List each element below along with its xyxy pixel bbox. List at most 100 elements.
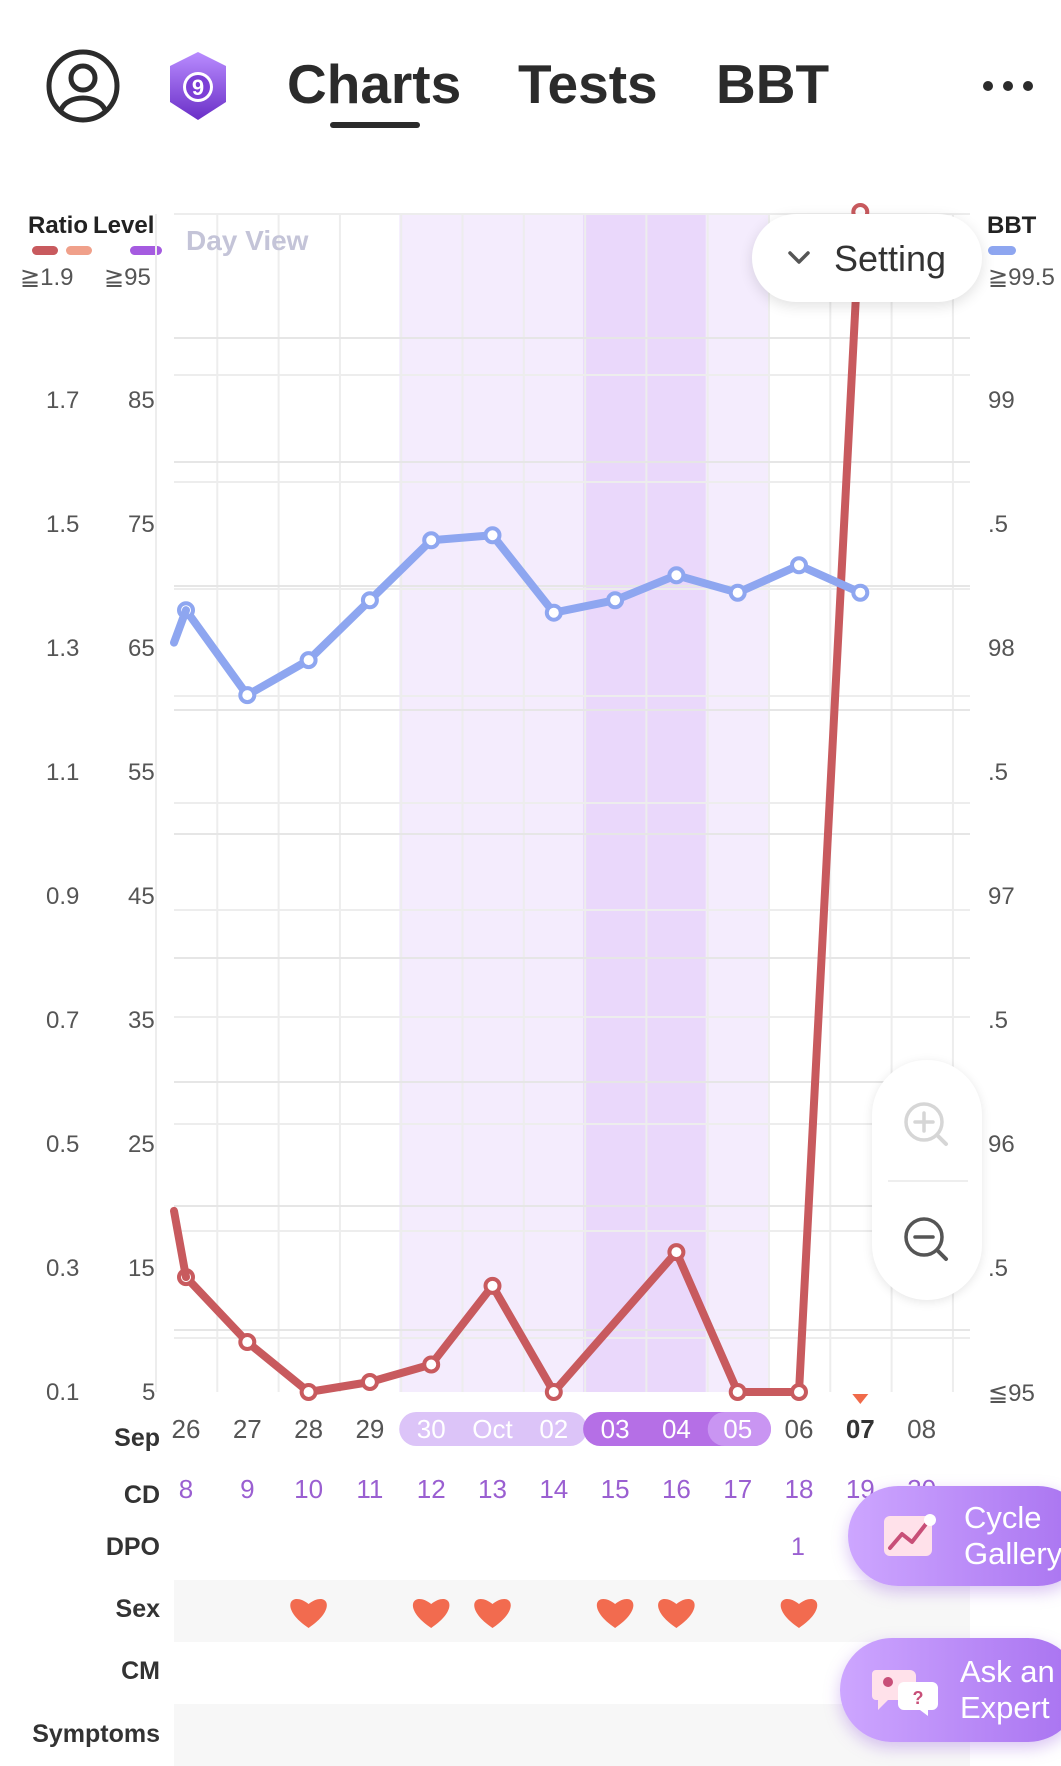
level-tick: 5 (142, 1379, 156, 1406)
bbt-point-line (182, 531, 865, 700)
zoom-out-icon[interactable] (902, 1215, 952, 1265)
level-tick: 45 (128, 883, 155, 910)
zoom-divider (888, 1180, 968, 1182)
bbt-tick: .5 (988, 1255, 1009, 1282)
date-label: 03 (601, 1414, 630, 1444)
chevron-down-icon (788, 251, 810, 264)
ratio-tick: 0.9 (46, 883, 80, 910)
cycle-day: 15 (601, 1474, 630, 1504)
level-point (728, 1383, 747, 1401)
zoom-in-icon[interactable] (902, 1100, 952, 1150)
bbt-tick: .5 (988, 511, 1009, 538)
tab-tests[interactable]: Tests (518, 53, 658, 115)
cycle-day: 17 (723, 1474, 752, 1504)
level-tick: 15 (128, 1255, 155, 1282)
view-mode-label: Day View (186, 225, 309, 256)
user-icon[interactable] (45, 48, 121, 124)
month-label: Sep (114, 1424, 160, 1452)
more-icon[interactable] (978, 64, 1038, 104)
cycle-gallery-button[interactable]: Cycle Gallery (848, 1486, 1061, 1586)
sex-row (290, 1599, 818, 1628)
level-tick: 75 (128, 511, 155, 538)
date-label: 08 (907, 1414, 936, 1444)
ratio-tick: 0.5 (46, 1131, 80, 1158)
bbt-top-threshold: ≧99.5 (988, 264, 1055, 291)
tab-bbt[interactable]: BBT (716, 53, 830, 115)
svg-text:?: ? (913, 1688, 924, 1708)
date-highlight-pills (399, 1412, 771, 1446)
cycle-day: 10 (294, 1474, 323, 1504)
bbt-tick: .5 (988, 759, 1009, 786)
bbt-tick: 98 (988, 635, 1015, 662)
date-row[interactable]: 26 27 28 29 30 Oct 02 03 04 05 06 07 08 (172, 1394, 937, 1444)
active-tab-indicator (330, 122, 420, 128)
chart-gallery-icon (884, 1514, 936, 1556)
ask-expert-label-1: Ask an (960, 1654, 1055, 1689)
heart-icon (658, 1599, 695, 1628)
date-label: 02 (539, 1414, 568, 1444)
cycle-gallery-label-1: Cycle (964, 1500, 1042, 1535)
date-label: 04 (662, 1414, 691, 1444)
bbt-legend (988, 246, 1016, 255)
bbt-point (851, 583, 870, 602)
ratio-tick: 1.1 (46, 759, 80, 786)
setting-button[interactable]: Setting (752, 214, 982, 302)
heart-icon (474, 1599, 511, 1628)
date-label: 27 (233, 1414, 262, 1444)
ask-expert-button[interactable]: ? Ask an Expert (840, 1638, 1061, 1742)
level-point (544, 1383, 563, 1401)
bbt-tick: 97 (988, 883, 1015, 910)
cycle-day: 8 (179, 1474, 193, 1504)
cycle-day: 18 (785, 1474, 814, 1504)
ratio-top-threshold: ≧1.9 (20, 264, 74, 291)
level-line-lead (170, 1206, 190, 1282)
bbt-point (790, 556, 808, 575)
bbt-tick: .5 (988, 1007, 1009, 1034)
bbt-series (170, 526, 870, 705)
ratio-tick: 0.1 (46, 1379, 80, 1406)
heart-icon (412, 1599, 450, 1628)
bbt-axis-title: BBT (987, 212, 1037, 239)
badge-icon[interactable]: 9 (166, 50, 230, 122)
level-point (667, 1243, 686, 1262)
ratio-tick: 0.7 (46, 1007, 80, 1034)
date-label: 05 (723, 1414, 752, 1444)
level-point (360, 1373, 379, 1392)
level-point (299, 1383, 318, 1401)
level-point (238, 1333, 257, 1352)
date-label: 06 (785, 1414, 814, 1444)
level-axis-title: Level (93, 212, 155, 239)
ratio-tick: 1.7 (46, 387, 80, 414)
left-axis-legend (32, 246, 162, 255)
date-label: 29 (355, 1414, 384, 1444)
heart-icon (290, 1599, 327, 1628)
fertile-date-pill (399, 1412, 588, 1446)
bbt-point (606, 591, 625, 610)
level-point (483, 1276, 502, 1295)
level-tick: 65 (128, 635, 155, 662)
cycle-day: 13 (478, 1474, 507, 1504)
level-tick: 55 (128, 759, 155, 786)
zoom-controls (872, 1060, 982, 1300)
bbt-point (238, 686, 257, 705)
ratio-tick: 1.5 (46, 511, 80, 538)
cycle-day: 14 (539, 1474, 568, 1504)
ask-expert-label-2: Expert (960, 1690, 1050, 1725)
top-bar: 9 Charts Tests BBT (0, 0, 1061, 170)
tab-charts[interactable]: Charts (287, 53, 462, 115)
today-marker (852, 1394, 869, 1404)
date-label: 30 (417, 1414, 446, 1444)
bbt-point (544, 603, 563, 622)
bbt-point (667, 566, 686, 585)
ratio-tick: 0.3 (46, 1255, 80, 1282)
cycle-day: 9 (240, 1474, 254, 1504)
bbt-tick: ≦95 (988, 1380, 1035, 1407)
date-label: Oct (472, 1414, 513, 1444)
level-top-threshold: ≧95 (104, 264, 151, 291)
bbt-tick: 99 (988, 387, 1015, 414)
symptoms-row-label: Symptoms (32, 1720, 160, 1748)
cycle-day: 11 (356, 1474, 383, 1504)
symptoms-row-bg (174, 1704, 970, 1766)
cycle-day: 16 (662, 1474, 691, 1504)
